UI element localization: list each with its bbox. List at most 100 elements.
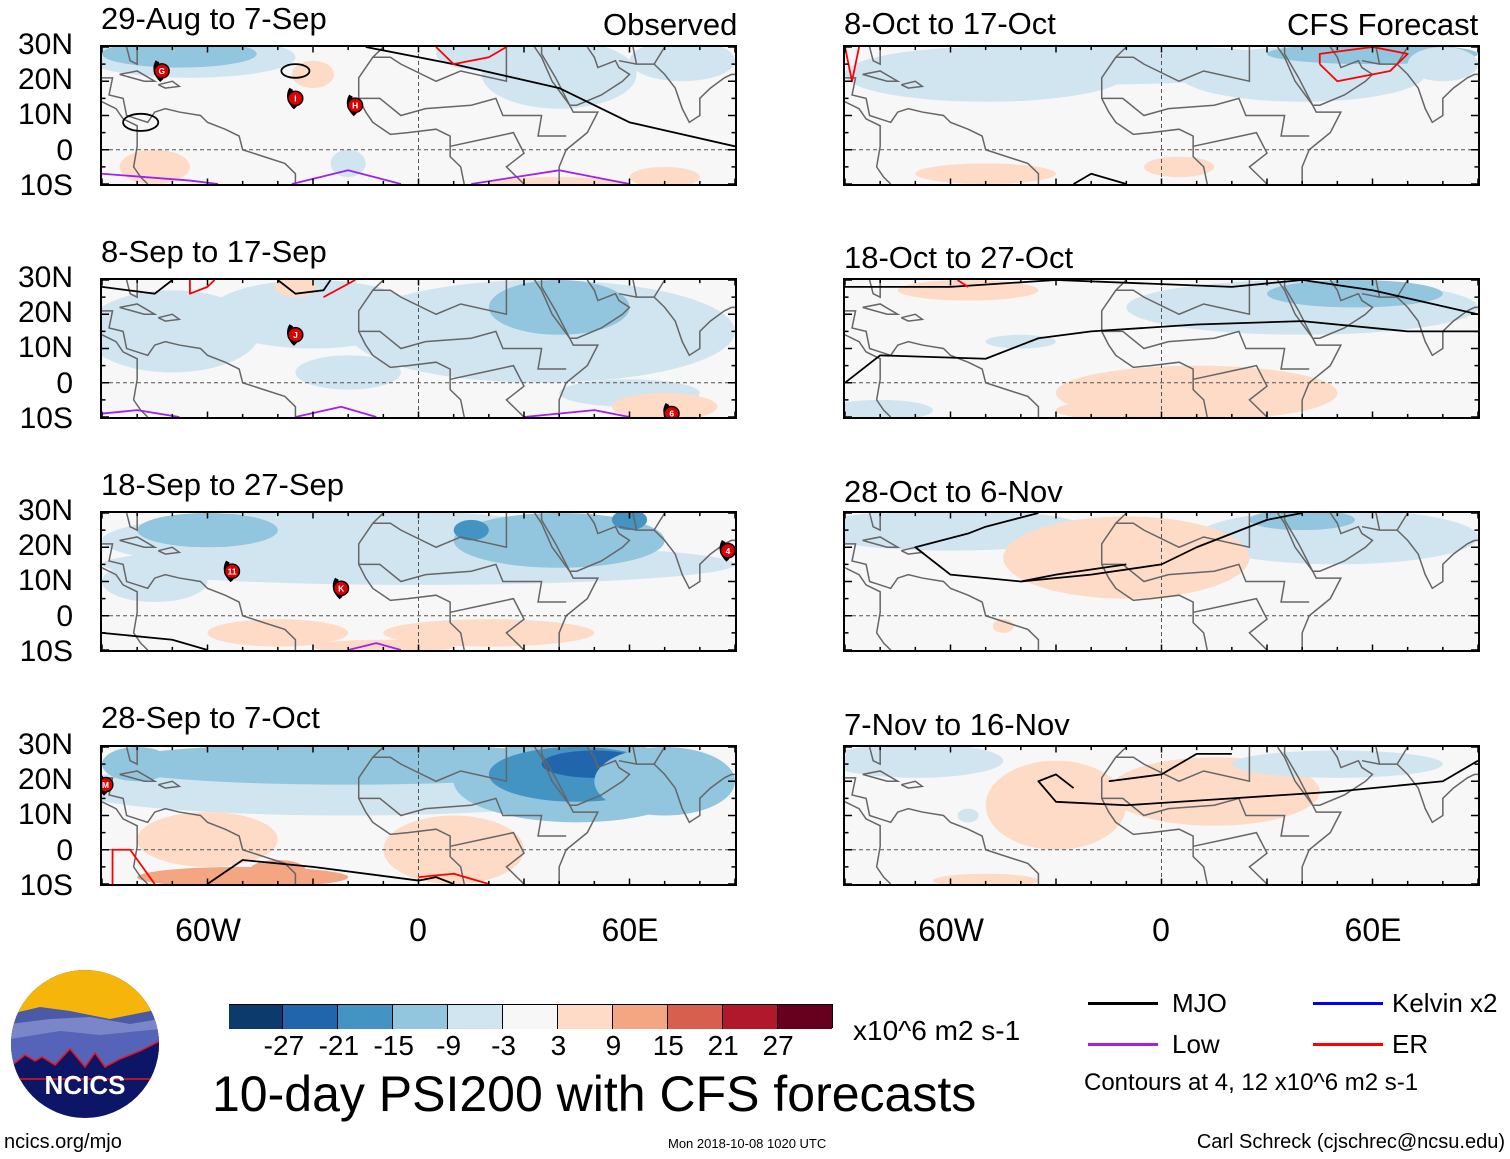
coastline <box>619 761 735 823</box>
colorbar-swatch <box>338 1005 394 1029</box>
footer-author: Carl Schreck (cjschrec@ncsu.edu) <box>1196 1131 1505 1153</box>
psi-anomaly-shade <box>102 560 208 603</box>
lat-tick-label: 10N <box>17 798 73 831</box>
map-panel: 11 K 4 <box>100 511 737 652</box>
coastline <box>901 314 922 321</box>
coastline <box>870 747 881 764</box>
lat-tick-label: 10N <box>17 98 73 131</box>
colorbar-swatch <box>722 1005 778 1029</box>
low-contour <box>524 410 630 417</box>
coastline <box>359 798 566 836</box>
coastline <box>359 47 465 184</box>
psi-anomaly-shade <box>1231 750 1443 778</box>
storm-label: I <box>294 94 296 104</box>
psi-anomaly-shade <box>137 513 278 548</box>
mjo-contour <box>366 47 735 146</box>
map-panel: M <box>100 745 737 886</box>
coastline <box>542 280 630 338</box>
lon-tick-60w: 60W <box>175 912 241 948</box>
coastline <box>863 71 898 81</box>
mjo-contour <box>845 280 1478 314</box>
panel-title: 8-Oct to 17-Oct <box>844 6 1056 41</box>
lon-tick-60w: 60W <box>918 912 984 948</box>
psi-anomaly-shade <box>594 747 735 816</box>
lon-tick-60e: 60E <box>601 912 659 948</box>
psi-anomaly-shade <box>330 149 366 178</box>
coastline <box>120 537 155 547</box>
legend-kelvin-label: Kelvin x2 <box>1392 988 1498 1018</box>
coastline <box>1278 747 1341 884</box>
colorbar <box>228 1004 833 1029</box>
coastline <box>102 335 148 417</box>
coastline <box>863 304 898 314</box>
coastline <box>450 833 524 884</box>
coastline <box>1193 833 1267 884</box>
colorbar-swatch <box>612 1005 668 1029</box>
colorbar-swatch <box>667 1005 723 1029</box>
psi-anomaly-shade <box>932 873 1039 884</box>
colorbar-tick-label: 21 <box>707 1030 739 1061</box>
coastline <box>1278 513 1341 650</box>
mjo-contour <box>845 321 1478 383</box>
footer-timestamp: Mon 2018-10-08 1020 UTC <box>668 1136 827 1151</box>
footer-url[interactable]: ncics.org/mjo <box>4 1131 122 1153</box>
coastline <box>373 47 507 81</box>
mjo-contour <box>208 860 454 884</box>
psi-anomaly-shade <box>137 812 278 867</box>
panel-title: 28-Oct to 6-Nov <box>844 474 1063 509</box>
lat-tick-label: 0 <box>56 134 73 167</box>
coastline <box>158 314 179 321</box>
coastline <box>1193 366 1267 417</box>
coastline <box>1278 280 1341 417</box>
low-contour <box>102 410 179 417</box>
mjo-contour <box>1109 754 1232 781</box>
storm-label: 6 <box>669 409 674 417</box>
psi-anomaly-shade <box>102 47 257 68</box>
psi-anomaly-shade <box>119 149 190 184</box>
legend-low-line <box>1088 1043 1158 1046</box>
coastline <box>542 747 630 805</box>
panel-title: 29-Aug to 7-Sep <box>101 1 327 36</box>
coastline <box>619 294 735 356</box>
coastline <box>373 747 507 781</box>
coastline <box>535 513 598 650</box>
lat-tick-label: 0 <box>56 367 73 400</box>
coastline <box>542 513 630 571</box>
storm-marker: H <box>346 94 364 117</box>
lat-tick-label: 10N <box>17 331 73 364</box>
coastline <box>654 747 665 764</box>
colorbar-swatch <box>557 1005 613 1029</box>
coastline <box>1376 47 1380 64</box>
lat-tick-label: 10S <box>19 402 73 435</box>
coastline <box>1397 513 1408 530</box>
coastline <box>535 47 598 184</box>
coastline <box>845 778 1038 884</box>
legend-low-label: Low <box>1172 1029 1220 1059</box>
storm-marker: M <box>102 775 114 796</box>
coastline <box>1285 280 1373 338</box>
colorbar-tick-label: -9 <box>436 1030 462 1061</box>
mjo-contour <box>278 280 331 294</box>
psi-anomaly-shade <box>1407 47 1478 82</box>
coastline <box>120 304 155 314</box>
lat-tick-label: 10S <box>19 169 73 202</box>
coastline <box>845 335 891 417</box>
map-panel <box>843 278 1480 419</box>
map-panel <box>843 745 1480 886</box>
er-contour <box>436 47 506 64</box>
ncics-logo: NCICS <box>11 970 159 1118</box>
coastline <box>901 81 922 88</box>
colorbar-tick-label: -21 <box>318 1030 360 1061</box>
storm-label: 4 <box>726 546 731 556</box>
colorbar-swatch <box>283 1005 339 1029</box>
colorbar-tick-label: 15 <box>652 1030 684 1061</box>
storm-marker: J <box>287 324 304 346</box>
lat-tick-label: 30N <box>17 261 73 294</box>
coastline <box>1278 47 1341 184</box>
psi-anomaly-shade <box>957 808 979 823</box>
coastline <box>1102 98 1309 136</box>
er-contour <box>1320 47 1408 81</box>
lat-tick-label: 10S <box>19 635 73 668</box>
lat-tick-label: 30N <box>17 28 73 61</box>
